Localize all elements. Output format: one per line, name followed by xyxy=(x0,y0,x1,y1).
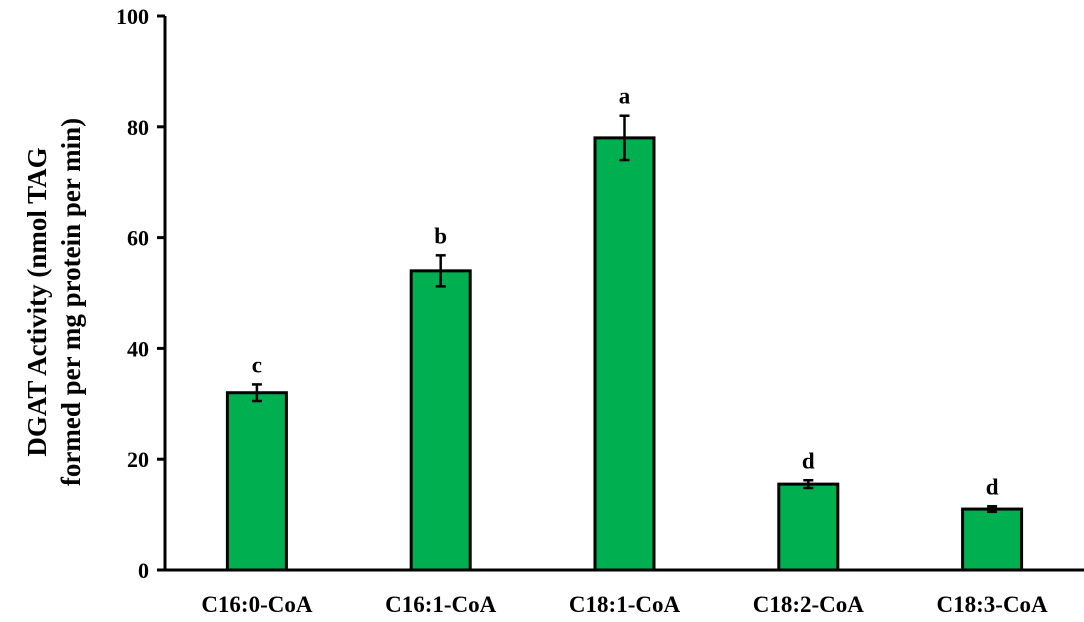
x-tick-label: C18:1-CoA xyxy=(569,592,681,617)
significance-label: a xyxy=(619,84,631,109)
y-tick-label: 40 xyxy=(127,336,149,361)
significance-label: c xyxy=(252,352,262,377)
y-axis-ticks: 0 20 40 60 80 100 xyxy=(116,4,165,583)
y-tick-label: 20 xyxy=(127,447,149,472)
y-tick-label: 0 xyxy=(138,558,149,583)
bars xyxy=(225,136,1024,572)
x-tick-label: C18:3-CoA xyxy=(937,592,1049,617)
bar xyxy=(961,507,1024,572)
y-tick-label: 60 xyxy=(127,226,149,251)
bar xyxy=(225,391,288,572)
y-axis-label-line-1: DGAT Activity (nmol TAG xyxy=(22,147,52,456)
y-tick-label: 80 xyxy=(127,115,149,140)
error-bars xyxy=(251,114,998,514)
x-tick-label: C16:0-CoA xyxy=(201,592,313,617)
x-axis-tick-labels: C16:0-CoA C16:1-CoA C18:1-CoA C18:2-CoA C18:… xyxy=(201,592,1048,617)
significance-label: d xyxy=(986,474,999,499)
bar xyxy=(777,482,840,572)
bar xyxy=(593,136,656,572)
significance-labels: c b a d d xyxy=(252,84,999,500)
bar xyxy=(409,269,472,572)
significance-label: d xyxy=(802,448,815,473)
axes xyxy=(163,16,1084,572)
x-tick-label: C18:2-CoA xyxy=(753,592,865,617)
x-tick-label: C16:1-CoA xyxy=(385,592,497,617)
y-axis-label: DGAT Activity (nmol TAG formed per mg pr… xyxy=(22,118,86,486)
significance-label: b xyxy=(434,223,447,248)
y-tick-label: 100 xyxy=(116,4,149,29)
y-axis-label-line-2: formed per mg protein per min) xyxy=(56,118,86,486)
